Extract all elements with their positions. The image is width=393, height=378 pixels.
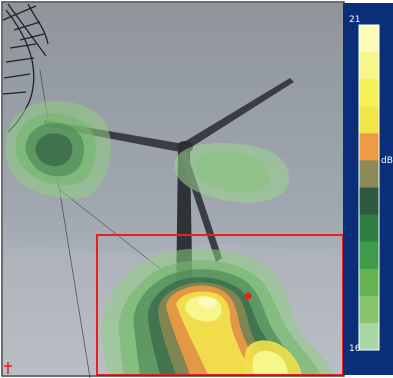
scale-band xyxy=(359,241,379,270)
scale-band xyxy=(359,322,379,351)
scale-band xyxy=(359,214,379,243)
scale-band xyxy=(359,106,379,134)
scale-max-label: 21 xyxy=(349,15,360,25)
turbine-blade-right xyxy=(184,78,294,148)
scale-band xyxy=(359,79,379,107)
scale-band xyxy=(359,25,379,53)
scale-band xyxy=(359,295,379,324)
scale-band xyxy=(359,268,379,297)
scale-band xyxy=(359,133,379,161)
sound-hotspot-main xyxy=(101,248,334,375)
max-source-point[interactable] xyxy=(244,292,252,300)
sound-hotspot-left xyxy=(5,100,111,199)
scale-band xyxy=(359,160,379,188)
color-scale-panel: 21 dB 16 xyxy=(343,3,393,375)
axis-origin-icon xyxy=(4,362,12,374)
scale-unit-label: dB xyxy=(381,156,393,166)
scale-band xyxy=(359,52,379,80)
sound-hotspot-nacelle xyxy=(174,142,290,203)
scale-border xyxy=(358,24,380,351)
scale-min-label: 16 xyxy=(349,344,361,354)
scale-band xyxy=(359,187,379,216)
scale-bands xyxy=(359,25,379,351)
